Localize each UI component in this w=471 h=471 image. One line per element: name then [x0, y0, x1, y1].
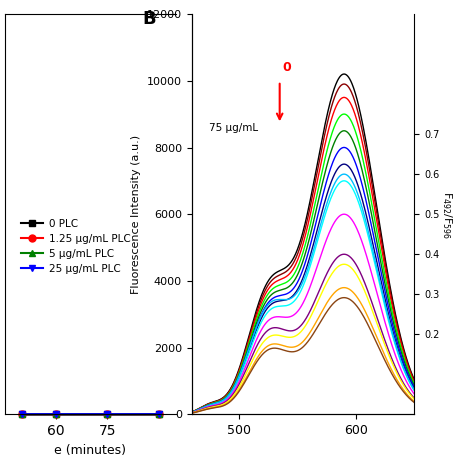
25 μg/mL PLC: [19, 411, 24, 417]
Text: 0: 0: [282, 61, 291, 74]
Y-axis label: F$_{492}$/F$_{596}$: F$_{492}$/F$_{596}$: [439, 190, 454, 238]
Text: 75 μg/mL: 75 μg/mL: [210, 123, 259, 133]
25 μg/mL PLC: [105, 411, 110, 417]
Legend: 0 PLC, 1.25 μg/mL PLC, 5 μg/mL PLC, 25 μg/mL PLC: 0 PLC, 1.25 μg/mL PLC, 5 μg/mL PLC, 25 μ…: [18, 217, 132, 276]
Line: 5 μg/mL PLC: 5 μg/mL PLC: [18, 411, 162, 418]
0 PLC: [105, 412, 110, 417]
1.25 μg/mL PLC: [105, 412, 110, 417]
5 μg/mL PLC: [105, 412, 110, 417]
5 μg/mL PLC: [19, 412, 24, 417]
5 μg/mL PLC: [53, 412, 59, 417]
25 μg/mL PLC: [156, 411, 162, 417]
0 PLC: [19, 412, 24, 417]
25 μg/mL PLC: [53, 411, 59, 417]
1.25 μg/mL PLC: [156, 412, 162, 417]
Line: 25 μg/mL PLC: 25 μg/mL PLC: [18, 411, 162, 418]
X-axis label: e (minutes): e (minutes): [54, 444, 126, 457]
Text: B: B: [143, 10, 156, 28]
0 PLC: [53, 412, 59, 417]
5 μg/mL PLC: [156, 412, 162, 417]
0 PLC: [156, 412, 162, 417]
1.25 μg/mL PLC: [53, 412, 59, 417]
Line: 0 PLC: 0 PLC: [18, 411, 162, 418]
Y-axis label: Fluorescence Intensity (a.u.): Fluorescence Intensity (a.u.): [131, 135, 141, 294]
Line: 1.25 μg/mL PLC: 1.25 μg/mL PLC: [18, 411, 162, 418]
1.25 μg/mL PLC: [19, 412, 24, 417]
